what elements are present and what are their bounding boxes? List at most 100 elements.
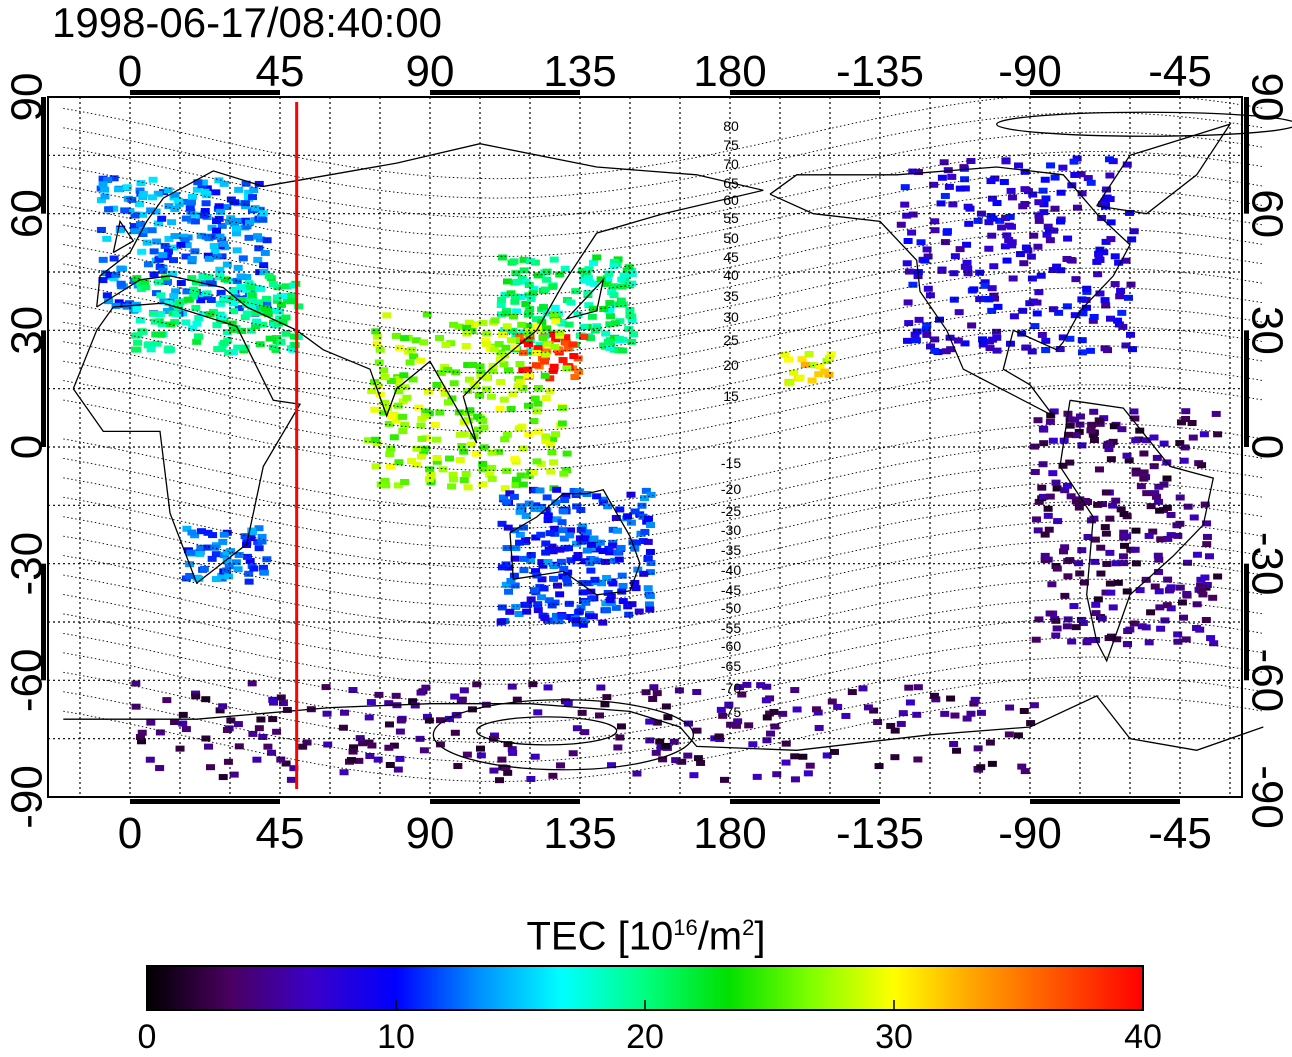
contour-label: 35 bbox=[723, 288, 739, 304]
tec-cell bbox=[485, 471, 495, 478]
tec-cell bbox=[1180, 444, 1190, 451]
tec-cell bbox=[457, 443, 467, 450]
tec-cell bbox=[262, 295, 272, 302]
tec-cell bbox=[372, 440, 382, 447]
tec-cell bbox=[100, 193, 110, 200]
tec-cell bbox=[211, 576, 221, 583]
tec-cell bbox=[910, 331, 920, 338]
tec-cell bbox=[612, 527, 622, 534]
tec-cell bbox=[205, 764, 215, 771]
top-lon-label: 135 bbox=[543, 47, 616, 96]
tec-cell bbox=[381, 482, 391, 489]
mag-contour bbox=[63, 131, 1264, 219]
tec-cell bbox=[1149, 434, 1159, 441]
tec-cell bbox=[518, 367, 528, 374]
tec-cell bbox=[502, 431, 512, 438]
tec-cell bbox=[617, 572, 627, 579]
tec-cell bbox=[1104, 446, 1114, 453]
frame-bar-bottom bbox=[430, 799, 580, 804]
tec-cell bbox=[233, 721, 243, 728]
tec-cell bbox=[955, 246, 965, 253]
tec-cell bbox=[242, 274, 252, 281]
tec-cell bbox=[170, 192, 180, 199]
tec-cell bbox=[536, 326, 546, 333]
tec-cell bbox=[1060, 592, 1070, 599]
tec-cell bbox=[551, 499, 561, 506]
tec-cell bbox=[1046, 412, 1056, 419]
tec-cell bbox=[566, 527, 576, 534]
tec-cell bbox=[578, 580, 588, 587]
colorbar-title: TEC [1016/m2] bbox=[0, 905, 1292, 959]
tec-cell bbox=[181, 726, 191, 733]
tec-cell bbox=[798, 753, 808, 760]
tec-cell bbox=[600, 701, 610, 708]
tec-cell bbox=[995, 217, 1005, 224]
tec-cell bbox=[936, 200, 946, 207]
tec-cell bbox=[465, 407, 475, 414]
tec-cell bbox=[578, 621, 588, 628]
tec-cell bbox=[890, 754, 900, 761]
tec-cell bbox=[949, 740, 959, 747]
tec-cell bbox=[693, 755, 703, 762]
tec-cell bbox=[507, 683, 517, 690]
tec-cell bbox=[797, 356, 807, 363]
tec-cell bbox=[374, 691, 384, 698]
tec-cell bbox=[486, 393, 496, 400]
tec-cell bbox=[1075, 421, 1085, 428]
tec-cell bbox=[663, 714, 673, 721]
tec-cell bbox=[574, 368, 584, 375]
tec-cell bbox=[800, 361, 810, 368]
tec-cell bbox=[140, 279, 150, 286]
tec-cell bbox=[930, 347, 940, 354]
coastline bbox=[63, 695, 1264, 751]
tec-cell bbox=[169, 293, 179, 300]
tec-cell bbox=[264, 272, 274, 279]
tec-cell bbox=[608, 283, 618, 290]
tec-cell bbox=[236, 273, 246, 280]
tec-cell bbox=[472, 681, 482, 688]
tec-cell bbox=[252, 756, 262, 763]
tec-cell bbox=[1101, 238, 1111, 245]
tec-cell bbox=[814, 724, 824, 731]
tec-cell bbox=[244, 189, 254, 196]
contour-label: 50 bbox=[723, 230, 739, 246]
tec-cell bbox=[718, 712, 728, 719]
tec-cell bbox=[574, 608, 584, 615]
mag-contour bbox=[63, 325, 1264, 413]
tec-cell bbox=[272, 728, 282, 735]
tec-cell bbox=[502, 278, 512, 285]
tec-cell bbox=[937, 174, 947, 181]
tec-cell bbox=[545, 441, 555, 448]
contour-label: 30 bbox=[723, 309, 739, 325]
tec-cell bbox=[450, 729, 460, 736]
coastline bbox=[769, 166, 1131, 417]
coastline bbox=[112, 219, 135, 254]
tec-cell bbox=[1131, 470, 1141, 477]
tec-cell bbox=[181, 319, 191, 326]
tec-cell bbox=[385, 761, 395, 768]
tec-cell bbox=[366, 699, 376, 706]
tec-cell bbox=[1188, 434, 1198, 441]
tec-cell bbox=[220, 276, 230, 283]
tec-cell bbox=[1077, 337, 1087, 344]
tec-cell bbox=[529, 418, 539, 425]
tec-cell bbox=[289, 765, 299, 772]
tec-cell bbox=[219, 240, 229, 247]
tec-cell bbox=[138, 231, 148, 238]
tec-cell bbox=[577, 267, 587, 274]
tec-cell bbox=[586, 588, 596, 595]
tec-cell bbox=[384, 420, 394, 427]
tec-cell bbox=[1095, 246, 1105, 253]
tec-cell bbox=[540, 372, 550, 379]
tec-cell bbox=[431, 436, 441, 443]
tec-cell bbox=[572, 555, 582, 562]
tec-cell bbox=[772, 771, 782, 778]
tec-cell bbox=[1039, 201, 1049, 208]
tec-cell bbox=[1000, 243, 1010, 250]
tec-cell bbox=[904, 684, 914, 691]
tec-cell bbox=[514, 611, 524, 618]
tec-cell bbox=[395, 728, 405, 735]
tec-cell bbox=[929, 692, 939, 699]
tec-cell bbox=[624, 264, 634, 271]
tec-cell bbox=[497, 331, 507, 338]
